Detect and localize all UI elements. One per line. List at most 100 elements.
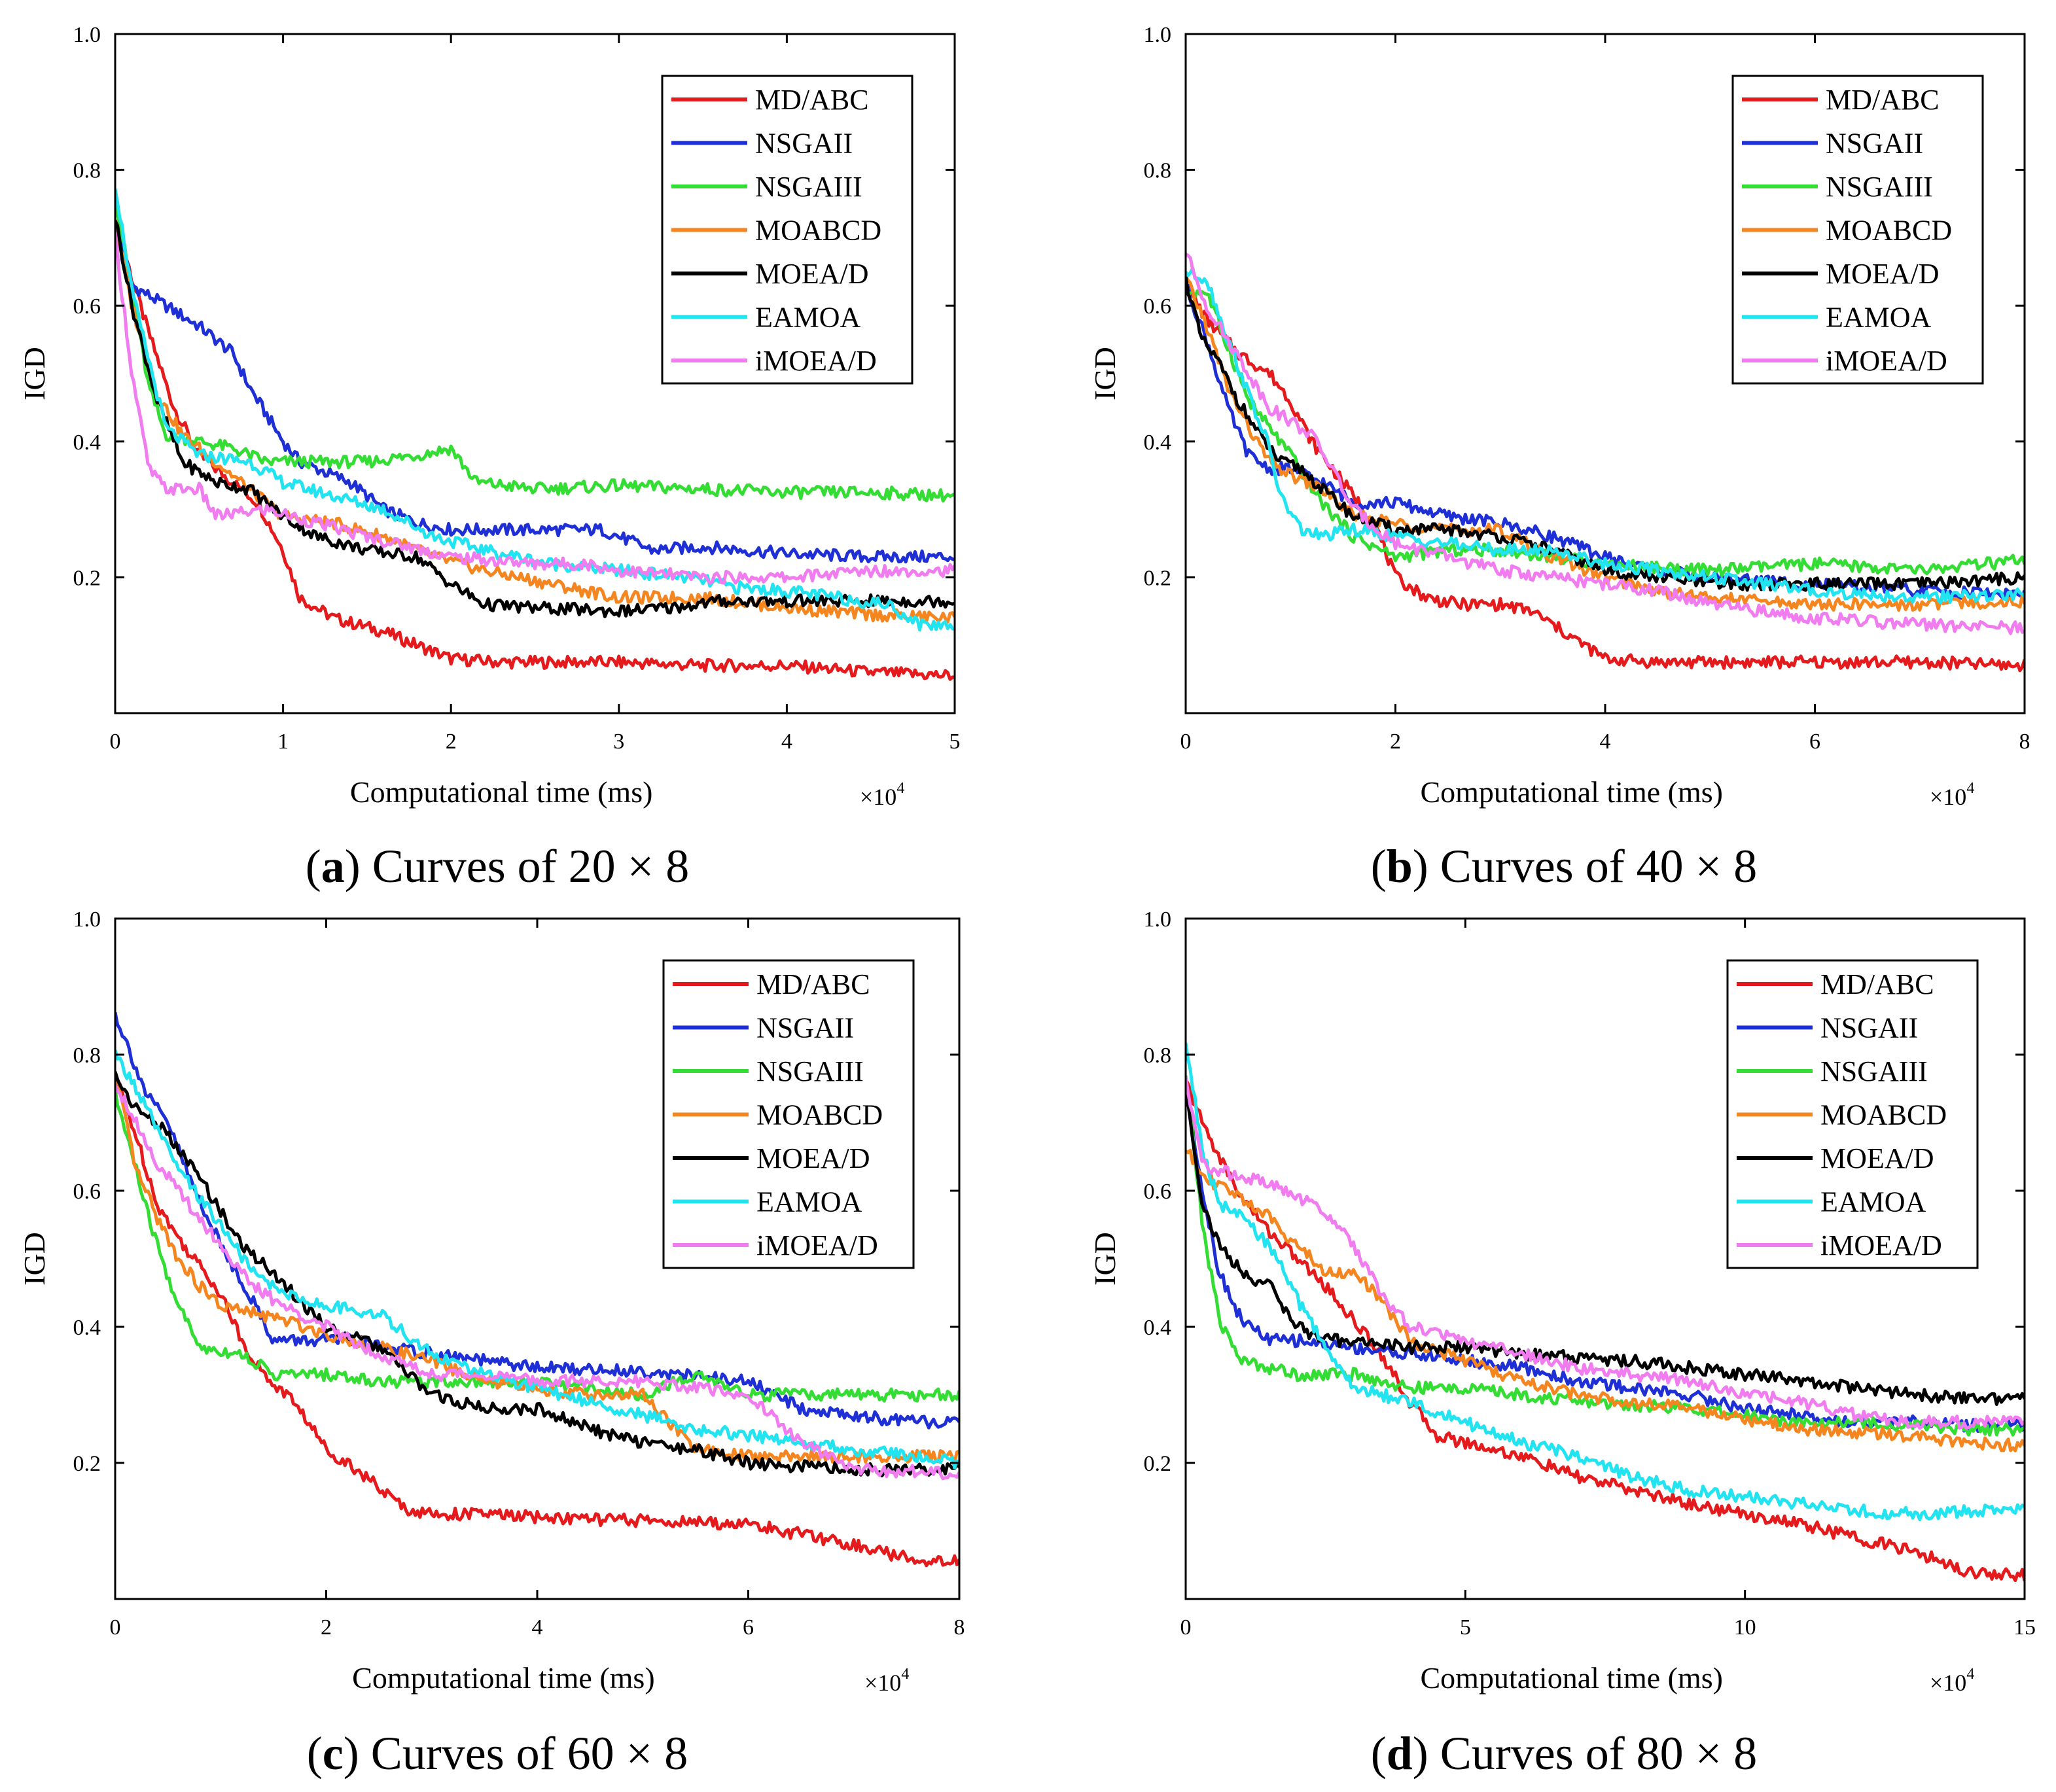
panel-caption: (c) Curves of 60 × 8 <box>307 1727 688 1780</box>
caption-paren: ( <box>1371 1727 1387 1780</box>
x-scale-factor: ×104 <box>1930 1666 1974 1696</box>
legend-label-imoea-d: iMOEA/D <box>755 345 877 377</box>
caption-text: Curves of 80 × 8 <box>1428 1727 1758 1780</box>
series-line-moea-d <box>1186 275 2025 592</box>
series-line-nsgaii <box>115 220 955 564</box>
series-line-nsgaii <box>115 1011 959 1430</box>
y-tick-label: 0.2 <box>1144 1452 1172 1476</box>
x-tick-label: 4 <box>1600 729 1611 754</box>
legend: MD/ABC NSGAII NSGAIII MOABCD MOEA/D EAMOA iMOE… <box>1726 959 1979 1269</box>
x-scale-factor: ×104 <box>1930 780 1974 810</box>
legend-label-moea-d: MOEA/D <box>1826 258 1940 290</box>
caption-paren: ( <box>307 1727 323 1780</box>
series-line-imoea-d <box>115 1084 959 1481</box>
legend-label-nsgaii: NSGAII <box>756 1012 854 1044</box>
y-axis-label: IGD <box>1088 347 1122 400</box>
y-tick-label: 1.0 <box>1144 23 1172 47</box>
x-tick-label: 0 <box>110 729 121 754</box>
x-tick-label: 2 <box>446 729 457 754</box>
series-line-nsgaiii <box>115 202 955 503</box>
series-line-eamoa <box>1186 266 2025 605</box>
y-tick-label: 0.4 <box>73 1316 101 1340</box>
series-group <box>1186 253 2025 673</box>
legend-label-moabcd: MOABCD <box>755 215 881 247</box>
caption-text: Curves of 40 × 8 <box>1428 840 1758 892</box>
series-line-md-abc <box>115 219 955 681</box>
legend-label-moea-d: MOEA/D <box>756 1142 870 1174</box>
legend-label-eamoa: EAMOA <box>756 1186 862 1218</box>
y-tick-label: 0.8 <box>73 159 101 183</box>
panel-caption: (a) Curves of 20 × 8 <box>306 840 690 892</box>
x-tick-label: 6 <box>1809 729 1820 754</box>
legend-label-nsgaii: NSGAII <box>1820 1012 1918 1044</box>
legend: MD/ABC NSGAII NSGAIII MOABCD MOEA/D EAMOA iMOE… <box>662 959 915 1269</box>
caption-paren: ) <box>1413 840 1428 892</box>
y-tick-label: 0.6 <box>1144 1180 1172 1204</box>
y-tick-label: 1.0 <box>73 907 101 932</box>
y-tick-label: 0.6 <box>73 294 101 319</box>
legend-label-nsgaiii: NSGAIII <box>1820 1055 1928 1087</box>
legend-label-moabcd: MOABCD <box>756 1099 883 1131</box>
x-tick-label: 1 <box>277 729 289 754</box>
y-tick-label: 0.8 <box>1144 1044 1172 1068</box>
legend-label-md-abc: MD/ABC <box>756 968 870 1000</box>
series-group <box>1186 1042 2025 1583</box>
caption-paren: ) <box>1413 1727 1428 1780</box>
y-tick-label: 0.6 <box>1144 294 1172 319</box>
y-axis-label: IGD <box>1088 1232 1122 1286</box>
legend-label-eamoa: EAMOA <box>1820 1186 1926 1218</box>
x-tick-label: 10 <box>1734 1615 1756 1640</box>
x-tick-label: 8 <box>2019 729 2030 754</box>
legend-label-moea-d: MOEA/D <box>1820 1142 1934 1174</box>
caption-text: Curves of 60 × 8 <box>359 1727 688 1780</box>
series-line-imoea-d <box>1186 253 2025 635</box>
x-axis-label: Computational time (ms) <box>1420 1661 1723 1695</box>
legend-label-md-abc: MD/ABC <box>1826 84 1940 116</box>
series-line-nsgaiii <box>1186 1075 2025 1437</box>
x-tick-label: 2 <box>1390 729 1401 754</box>
legend-label-nsgaii: NSGAII <box>1826 128 1923 160</box>
series-group <box>115 188 955 681</box>
y-tick-label: 0.4 <box>73 430 101 455</box>
y-tick-label: 0.4 <box>1144 1316 1172 1340</box>
legend-label-nsgaii: NSGAII <box>755 128 853 160</box>
chart-panel-c: 1.0 0.8 0.6 0.4 0.2 0 2 4 6 8 IGD Computational tim… <box>18 907 965 1780</box>
x-tick-label: 5 <box>949 729 961 754</box>
axes-frame <box>114 33 956 714</box>
caption-text: Curves of 20 × 8 <box>361 840 690 892</box>
y-tick-label: 0.2 <box>73 1452 101 1476</box>
y-tick-label: 0.2 <box>1144 566 1172 590</box>
y-tick-label: 0.4 <box>1144 430 1172 455</box>
legend-label-moea-d: MOEA/D <box>755 258 869 290</box>
legend-label-eamoa: EAMOA <box>755 302 861 334</box>
x-tick-label: 2 <box>321 1615 332 1640</box>
caption-letter: b <box>1387 840 1413 892</box>
series-line-moea-d <box>1186 1091 2025 1406</box>
x-axis-label: Computational time (ms) <box>350 775 653 809</box>
x-scale-exponent: 4 <box>1966 780 1974 797</box>
legend-label-nsgaiii: NSGAIII <box>756 1055 864 1087</box>
y-tick-label: 0.2 <box>73 566 101 590</box>
y-tick-label: 0.8 <box>73 1044 101 1068</box>
legend-label-nsgaiii: NSGAIII <box>1826 171 1933 203</box>
y-tick-label: 1.0 <box>1144 907 1172 932</box>
x-tick-label: 8 <box>954 1615 965 1640</box>
y-tick-label: 0.6 <box>73 1180 101 1204</box>
x-scale-factor: ×104 <box>864 1666 909 1696</box>
x-tick-label: 4 <box>781 729 792 754</box>
chart-panel-b: 1.0 0.8 0.6 0.4 0.2 0 2 4 6 8 IGD Computational tim… <box>1088 23 2030 892</box>
x-axis-label: Computational time (ms) <box>352 1661 655 1695</box>
legend-label-moabcd: MOABCD <box>1826 215 1952 247</box>
x-tick-label: 6 <box>743 1615 754 1640</box>
legend: MD/ABC NSGAII NSGAIII MOABCD MOEA/D EAMOA iMOE… <box>1731 75 1984 385</box>
x-tick-label: 5 <box>1460 1615 1471 1640</box>
series-line-imoea-d <box>1186 1076 2025 1430</box>
y-axis-label: IGD <box>18 347 51 400</box>
series-line-md-abc <box>1186 1078 2025 1583</box>
legend-label-eamoa: EAMOA <box>1826 302 1932 334</box>
legend-label-md-abc: MD/ABC <box>755 84 869 116</box>
caption-paren: ) <box>345 840 361 892</box>
series-group <box>115 1011 959 1568</box>
caption-letter: d <box>1387 1727 1413 1780</box>
